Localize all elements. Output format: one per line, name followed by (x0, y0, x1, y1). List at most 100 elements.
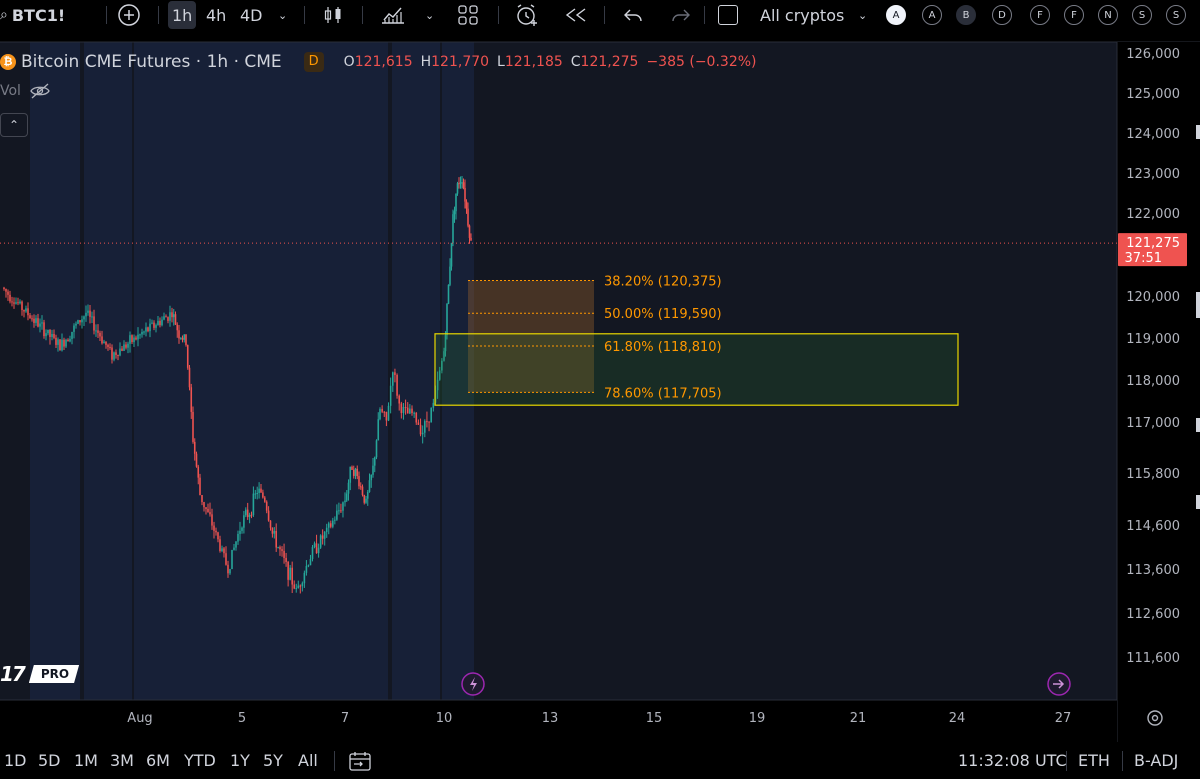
candle-body (459, 182, 462, 184)
open-label: O (343, 54, 355, 70)
divider (604, 6, 605, 24)
candle-body (225, 553, 227, 565)
range-label: 5Y (263, 751, 283, 770)
undo-button[interactable] (622, 0, 644, 30)
range-label: 5D (38, 751, 61, 770)
price-tick-label: 122,000 (1126, 207, 1180, 222)
candle-body (75, 323, 77, 326)
candle-body (293, 584, 296, 589)
watchlist-checkbox[interactable] (718, 0, 738, 30)
session-band (340, 42, 388, 700)
range-6m[interactable]: 6M (146, 742, 170, 779)
volume-legend[interactable]: Vol (0, 82, 51, 100)
price-tick-label: 112,600 (1126, 607, 1180, 622)
interval-4d[interactable]: 4D (240, 0, 263, 30)
candle-body (172, 314, 175, 318)
session-button-b[interactable]: B (956, 5, 976, 25)
replay-button[interactable] (564, 0, 588, 30)
candle-body (55, 337, 57, 345)
candle-body (235, 541, 237, 548)
range-label: 1D (4, 751, 27, 770)
time-tick-label: 7 (341, 711, 349, 726)
candle-body (250, 514, 253, 516)
candle-body (285, 557, 287, 562)
goto-date-button[interactable] (348, 742, 372, 779)
session-toggle[interactable]: ETH (1078, 742, 1110, 779)
candle-body (59, 339, 61, 351)
candle-body (271, 527, 274, 534)
session-button-s2[interactable]: S (1166, 5, 1186, 25)
candle-body (83, 316, 85, 320)
go-to-realtime-icon[interactable] (1047, 672, 1071, 696)
layout-button[interactable] (457, 0, 479, 30)
tradingview-logo[interactable]: 17 PRO (0, 662, 80, 686)
candle-body (455, 193, 457, 212)
candle-body (211, 514, 213, 526)
candle-body (461, 182, 463, 184)
range-1y[interactable]: 1Y (230, 742, 250, 779)
range-ytd[interactable]: YTD (184, 742, 216, 779)
candle-body (145, 327, 147, 332)
session-button-d[interactable]: D (992, 5, 1012, 25)
range-label: 1M (74, 751, 98, 770)
candle-body (359, 486, 362, 488)
candle-body (287, 561, 289, 580)
session-label: D (998, 9, 1006, 21)
eye-hidden-icon[interactable] (29, 82, 51, 100)
compare-button[interactable] (117, 0, 141, 30)
interval-dropdown[interactable]: ⌄ (278, 0, 287, 30)
candle-body (143, 331, 145, 333)
candle-body (3, 287, 5, 289)
candle-body (352, 469, 355, 476)
chart-type-button[interactable] (322, 0, 344, 30)
session-label: B (962, 9, 970, 21)
collapse-legend-button[interactable]: ⌃ (0, 113, 28, 137)
candle-body (237, 533, 239, 542)
interval-1h[interactable]: 1h (168, 1, 197, 29)
settings-icon[interactable] (1147, 710, 1163, 726)
session-button-s1[interactable]: S (1132, 5, 1152, 25)
indicators-button[interactable] (380, 0, 406, 30)
clock-display[interactable]: 11:32:08 UTC (958, 742, 1067, 779)
price-tick-label: 125,000 (1126, 87, 1180, 102)
range-label: All (298, 751, 318, 770)
series-legend[interactable]: ₿ Bitcoin CME Futures · 1h · CME D O 121,… (0, 50, 756, 74)
indicators-dropdown[interactable]: ⌄ (425, 0, 434, 30)
redo-button[interactable] (670, 0, 692, 30)
candle-body (315, 543, 318, 554)
target-zone-box[interactable] (434, 333, 959, 406)
range-5y[interactable]: 5Y (263, 742, 283, 779)
candle-body (415, 412, 418, 423)
price-scale[interactable]: 126,000 125,000 124,000 123,000 122,000 120,0… (1118, 47, 1187, 666)
candle-body (269, 520, 272, 528)
range-1d[interactable]: 1D (4, 742, 27, 779)
candle-body (227, 564, 229, 574)
session-button-n[interactable]: N (1098, 5, 1118, 25)
session-button-f1[interactable]: F (1030, 5, 1050, 25)
candle-body (246, 509, 249, 518)
fib-level-label: 78.60% (117,705) (604, 386, 722, 401)
time-scale[interactable]: Aug 5 7 10 13 15 19 21 24 27 (127, 711, 1071, 726)
fib-retracement[interactable]: 38.20% (120,375) 50.00% (119,590) 61.80% (… (434, 274, 959, 406)
alert-button[interactable] (514, 0, 540, 30)
symbol-search[interactable]: ⌕ BTC1! (0, 0, 65, 30)
session-band (392, 42, 440, 700)
session-button-a1[interactable]: A (886, 5, 906, 25)
range-5d[interactable]: 5D (38, 742, 61, 779)
candle-body (361, 486, 364, 495)
lightning-icon[interactable] (461, 672, 485, 696)
range-3m[interactable]: 3M (110, 742, 134, 779)
range-all[interactable]: All (298, 742, 318, 779)
candle-body (262, 492, 264, 498)
chart-canvas[interactable]: 38.20% (120,375) 50.00% (119,590) 61.80% (… (0, 0, 1200, 742)
watchlist-dropdown[interactable]: ⌄ (858, 0, 867, 30)
range-1m[interactable]: 1M (74, 742, 98, 779)
adjustment-toggle[interactable]: B-ADJ (1134, 742, 1178, 779)
session-button-a2[interactable]: A (922, 5, 942, 25)
session-button-f2[interactable]: F (1064, 5, 1084, 25)
watchlist-selector[interactable]: All cryptos (760, 0, 844, 30)
clock-text: 11:32:08 UTC (958, 751, 1067, 770)
candle-body (171, 312, 173, 318)
interval-4h[interactable]: 4h (206, 0, 226, 30)
candle-body (370, 474, 373, 481)
